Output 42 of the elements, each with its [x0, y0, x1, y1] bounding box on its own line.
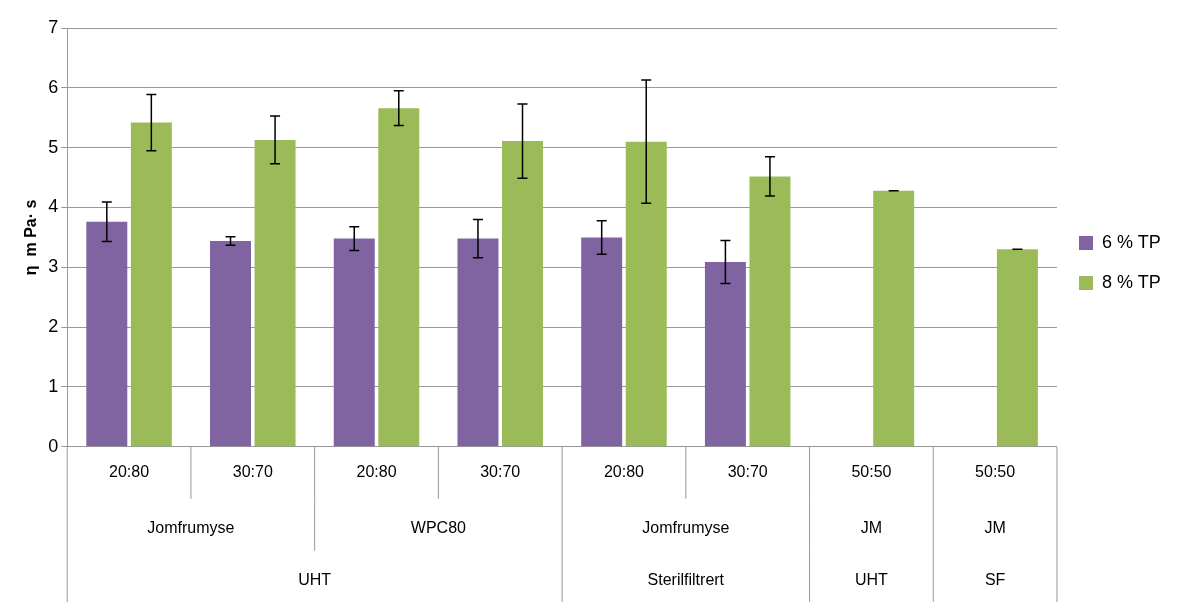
text: WPC80 — [410, 519, 467, 537]
legend-label: 6 % TP — [1101, 231, 1161, 252]
y-tick-label: 5 — [48, 136, 59, 157]
text: UHT — [298, 571, 332, 589]
x-tick-label: 20:80 — [109, 462, 150, 480]
bar — [254, 139, 296, 447]
x-tick-label: 30:70 — [727, 462, 768, 480]
x-tick-label: 20:80 — [603, 462, 645, 480]
bar — [130, 122, 172, 447]
bar — [625, 141, 667, 447]
bar — [996, 249, 1038, 447]
y-tick-label: 3 — [48, 256, 59, 277]
y-tick-label: 6 — [48, 76, 59, 97]
bar — [581, 237, 623, 447]
x-tick-label: 30:70 — [232, 462, 273, 480]
x-tick-label: 50:50 — [975, 462, 1016, 480]
text: Jomfrumyse — [147, 519, 235, 537]
bar — [378, 108, 420, 447]
text: Jomfrumyse — [642, 519, 730, 537]
text: JM — [984, 519, 1006, 537]
y-tick-label: 0 — [48, 435, 59, 456]
bar — [457, 238, 499, 447]
x-tick-label: 30:70 — [480, 462, 521, 480]
text: JM — [860, 519, 883, 537]
y-tick-label: 7 — [48, 16, 59, 37]
y-tick-label: 1 — [48, 375, 59, 396]
legend-label: 8 % TP — [1101, 271, 1161, 292]
y-tick-label: 2 — [48, 316, 59, 337]
text: SF — [984, 571, 1006, 589]
text: Sterilfiltrert — [647, 571, 725, 589]
y-tick-label: 4 — [48, 196, 59, 217]
text: UHT — [854, 571, 889, 589]
bar — [502, 141, 543, 447]
bar — [210, 240, 252, 447]
y-axis-title: η m Pa· s — [22, 199, 40, 276]
bar — [749, 176, 791, 447]
bar — [333, 238, 375, 447]
x-tick-label: 20:80 — [356, 462, 397, 480]
x-tick-label: 50:50 — [851, 462, 892, 480]
bar — [873, 190, 915, 447]
bar — [704, 261, 746, 447]
bar — [86, 221, 128, 447]
